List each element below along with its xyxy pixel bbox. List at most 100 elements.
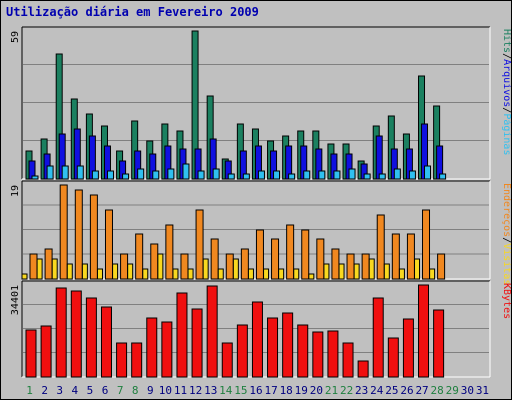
bar-visitas <box>127 263 134 280</box>
x-tick-label: 27 <box>415 384 428 397</box>
bar-visitas <box>368 258 375 280</box>
bar-páginas <box>393 168 401 180</box>
legend-entry: KBytes <box>501 283 511 319</box>
bar-visitas <box>263 268 270 280</box>
bar-endereços <box>150 243 159 280</box>
bar-visitas <box>96 268 103 280</box>
bar-páginas <box>378 173 386 180</box>
x-tick-label: 11 <box>174 384 187 397</box>
legend-entry: Endereços <box>501 183 511 237</box>
bar-visitas <box>353 263 360 280</box>
x-tick-label: 26 <box>400 384 413 397</box>
bar-páginas <box>61 165 69 180</box>
x-tick-label: 23 <box>355 384 368 397</box>
bar-páginas <box>152 170 160 180</box>
legend-entry: / <box>501 53 511 59</box>
bar-endereços <box>346 253 355 280</box>
bar-visitas <box>187 268 194 280</box>
legend-sites: Endereços/Visitas <box>501 183 511 285</box>
bar-endereços <box>331 248 340 280</box>
bar-endereços <box>74 189 83 280</box>
bar-páginas <box>318 170 326 180</box>
bar-kbytes <box>70 290 82 378</box>
bar-visitas <box>247 268 254 280</box>
bar-endereços <box>104 209 113 280</box>
bar-páginas <box>122 173 130 180</box>
bar-endereços <box>120 253 129 280</box>
bar-kbytes <box>236 324 248 378</box>
bar-endereços <box>391 233 400 280</box>
legend-entry: Visitas <box>501 243 511 285</box>
x-tick-label: 20 <box>310 384 323 397</box>
bar-visitas <box>278 268 285 280</box>
bar-visitas <box>81 263 88 280</box>
bar-páginas <box>363 173 371 180</box>
bar-kbytes <box>176 292 188 378</box>
x-tick-label: 18 <box>280 384 293 397</box>
bar-endereços <box>29 253 38 280</box>
bar-kbytes <box>161 321 173 378</box>
bar-visitas <box>232 258 239 280</box>
x-tick-label: 2 <box>41 384 48 397</box>
bar-visitas <box>308 273 315 280</box>
bar-kbytes <box>25 329 37 378</box>
bar-páginas <box>333 170 341 180</box>
bar-endereços <box>271 238 280 280</box>
bar-páginas <box>303 170 311 180</box>
bar-visitas <box>112 263 119 280</box>
bar-páginas <box>242 173 250 180</box>
bar-kbytes <box>372 297 384 378</box>
bar-páginas <box>106 170 114 180</box>
bar-endereços <box>44 248 53 280</box>
x-tick-label: 4 <box>72 384 79 397</box>
bar-visitas <box>202 258 209 280</box>
bar-kbytes <box>116 342 128 378</box>
bar-páginas <box>197 170 205 180</box>
bar-páginas <box>439 173 447 180</box>
x-tick-label: 31 <box>476 384 489 397</box>
bar-endereços <box>376 214 385 280</box>
bar-kbytes <box>418 284 430 378</box>
bar-páginas <box>46 165 54 180</box>
bar-visitas <box>51 258 58 280</box>
bar-endereços <box>225 253 234 280</box>
bar-páginas <box>212 168 220 180</box>
bar-endereços <box>195 209 204 280</box>
bar-kbytes <box>297 324 309 378</box>
bar-visitas <box>217 268 224 280</box>
bar-endereços <box>316 238 325 280</box>
bar-endereços <box>406 233 415 280</box>
chart-title: Utilização diária em Fevereiro 2009 <box>6 5 259 19</box>
bar-kbytes <box>85 297 97 378</box>
bar-páginas <box>257 170 265 180</box>
bar-endereços <box>255 229 264 280</box>
bar-kbytes <box>402 318 414 378</box>
bar-visitas <box>338 263 345 280</box>
y-max-label-sites: 19 <box>10 185 21 197</box>
bar-visitas <box>172 268 179 280</box>
legend-entry: / <box>501 107 511 113</box>
bar-endereços <box>89 194 98 280</box>
legend-hits: Hits/Arquivos/Páginas <box>501 29 511 155</box>
bar-páginas <box>31 175 39 180</box>
bar-páginas <box>273 170 281 180</box>
bar-endereços <box>59 184 68 280</box>
bar-endereços <box>240 248 249 280</box>
bar-endereços <box>210 238 219 280</box>
bar-páginas <box>348 168 356 180</box>
bar-visitas <box>414 258 421 280</box>
legend-entry: Hits <box>501 29 511 53</box>
bar-páginas <box>76 165 84 180</box>
x-tick-label: 16 <box>249 384 262 397</box>
x-tick-label: 9 <box>147 384 154 397</box>
x-tick-label: 14 <box>219 384 233 397</box>
bar-páginas <box>91 170 99 180</box>
legend-entry: / <box>501 237 511 243</box>
x-tick-label: 10 <box>159 384 172 397</box>
bar-kbytes <box>191 308 203 378</box>
bar-kbytes <box>221 342 233 378</box>
x-tick-label: 30 <box>461 384 474 397</box>
bar-kbytes <box>342 342 354 378</box>
x-tick-label: 22 <box>340 384 353 397</box>
